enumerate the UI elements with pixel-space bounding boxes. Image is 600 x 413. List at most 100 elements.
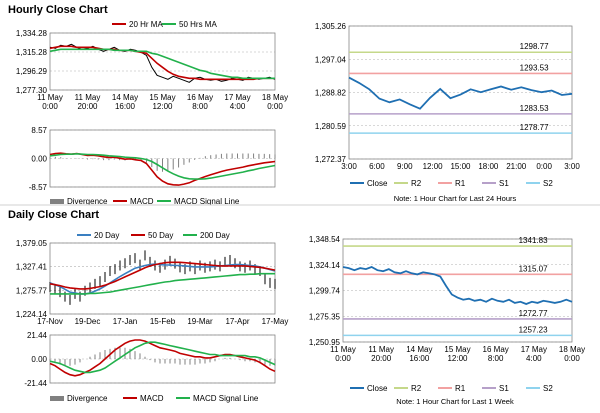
daily-pivot-xtick-label: 12:00 — [447, 354, 468, 363]
daily-price-xtick-label: 17-May — [262, 317, 289, 326]
daily-price-series-50-day — [49, 261, 276, 290]
daily-pivot-level-label: 1341.83 — [519, 236, 548, 245]
daily-pivot-note: Note: 1 Hour Chart for Last 1 Week — [396, 397, 514, 406]
hourly-price-xtick-label: 20:00 — [77, 102, 98, 111]
daily-price-xtick-label: 19-Mar — [187, 317, 213, 326]
hourly-macd-legend-label: Divergence — [67, 197, 108, 206]
hourly-pivot-legend-label: R2 — [411, 179, 422, 188]
hourly-macd-legend-label: MACD Signal Line — [174, 197, 240, 206]
daily-chart-title: Daily Close Chart — [8, 209, 100, 221]
daily-macd-legend-label: Divergence — [67, 394, 108, 403]
daily-pivot-xtick-label: 18 May — [559, 345, 585, 354]
hourly-pivot-legend-label: S1 — [499, 179, 509, 188]
hourly-macd-ytick-label: -8.57 — [29, 183, 48, 192]
daily-macd-signal-line — [49, 341, 276, 374]
daily-macd-ytick-label: 0.00 — [31, 355, 47, 364]
daily-pivot-ytick-label: 1,250.95 — [309, 338, 341, 347]
hourly-pivot-ytick-label: 1,297.04 — [315, 55, 347, 64]
hourly-price-xtick-label: 12:00 — [152, 102, 173, 111]
hourly-pivot-ytick-label: 1,272.37 — [315, 155, 347, 164]
daily-macd-legend-label: MACD Signal Line — [193, 394, 259, 403]
hourly-pivot-xtick-label: 21:00 — [506, 162, 527, 171]
hourly-pivot-level-label: 1283.53 — [520, 104, 549, 113]
hourly-pivot-ytick-label: 1,288.82 — [315, 89, 347, 98]
hourly-pivot-plot-frame — [348, 25, 573, 160]
hourly-pivot-xtick-label: 6:00 — [369, 162, 385, 171]
daily-price-legend-label: 20 Day — [94, 231, 119, 240]
hourly-pivot-legend-label: R1 — [455, 179, 466, 188]
daily-pivot-xtick-label: 0:00 — [564, 354, 580, 363]
hourly-pivot-legend-label: S2 — [543, 179, 553, 188]
hourly-pivot-xtick-label: 15:00 — [450, 162, 471, 171]
hourly-pivot-xtick-label: 9:00 — [397, 162, 413, 171]
daily-pivot-legend-label: Close — [367, 384, 388, 393]
hourly-price-xtick-label: 11 May — [75, 93, 101, 102]
daily-pivot-level-label: 1257.23 — [519, 325, 548, 334]
hourly-macd-legend-label: MACD — [130, 197, 154, 206]
hourly-pivot-ytick-label: 1,280.59 — [315, 122, 347, 131]
daily-pivot-xtick-label: 0:00 — [335, 354, 351, 363]
hourly-pivot-xtick-label: 18:00 — [478, 162, 499, 171]
daily-price-ytick-label: 1,275.77 — [16, 286, 48, 295]
hourly-pivot-legend-label: Close — [367, 179, 388, 188]
daily-pivot-ytick-label: 1,324.14 — [309, 261, 341, 270]
hourly-pivot-level-label: 1298.77 — [520, 42, 549, 51]
daily-pivot-legend-label: R1 — [455, 384, 466, 393]
daily-macd-legend-swatch — [50, 396, 64, 401]
hourly-pivot-close-line — [348, 76, 573, 110]
hourly-pivot-xtick-label: 3:00 — [564, 162, 580, 171]
daily-price-legend-label: 50 Day — [148, 231, 173, 240]
daily-price-ytick-label: 1,379.05 — [16, 239, 48, 248]
daily-macd-legend-label: MACD — [140, 394, 164, 403]
hourly-chart-title: Hourly Close Chart — [8, 4, 108, 16]
daily-pivot-xtick-label: 16 May — [483, 345, 509, 354]
hourly-pivot-xtick-label: 0:00 — [536, 162, 552, 171]
hourly-price-series-50-hrs-ma — [49, 48, 275, 80]
daily-pivot-xtick-label: 4:00 — [526, 354, 542, 363]
daily-pivot-xtick-label: 20:00 — [371, 354, 392, 363]
hourly-price-xtick-label: 17 May — [224, 93, 250, 102]
hourly-price-xtick-label: 16 May — [187, 93, 213, 102]
daily-price-xtick-label: 15-Feb — [150, 317, 176, 326]
hourly-price-xtick-label: 11 May — [37, 93, 63, 102]
daily-pivot-close-line — [342, 266, 573, 305]
hourly-price-legend-label: 20 Hr MA — [129, 20, 163, 29]
hourly-macd-macd-line — [49, 152, 276, 186]
daily-pivot-plot-frame — [342, 238, 573, 343]
daily-pivot-legend-label: S2 — [543, 384, 553, 393]
hourly-price-xtick-label: 8:00 — [192, 102, 208, 111]
hourly-price-xtick-label: 4:00 — [230, 102, 246, 111]
daily-pivot-xtick-label: 11 May — [330, 345, 356, 354]
hourly-pivot-xtick-label: 12:00 — [423, 162, 444, 171]
daily-price-xtick-label: 19-Dec — [75, 317, 101, 326]
daily-pivot-ytick-label: 1,348.54 — [309, 235, 341, 244]
daily-macd-ytick-label: -21.44 — [24, 379, 47, 388]
daily-price-ytick-label: 1,327.41 — [16, 263, 48, 272]
hourly-price-ytick-label: 1,277.30 — [16, 86, 48, 95]
daily-pivot-xtick-label: 17 May — [521, 345, 547, 354]
hourly-pivot-level-label: 1293.53 — [520, 63, 549, 72]
daily-pivot-xtick-label: 16:00 — [409, 354, 430, 363]
daily-pivot-level-label: 1272.77 — [519, 309, 548, 318]
daily-pivot-ytick-label: 1,299.74 — [309, 287, 341, 296]
daily-price-xtick-label: 17-Apr — [225, 317, 249, 326]
daily-price-series-200-day — [50, 272, 275, 295]
daily-price-xtick-label: 17-Nov — [37, 317, 63, 326]
hourly-pivot-level-label: 1278.77 — [520, 123, 549, 132]
hourly-macd-ytick-label: 0.00 — [31, 155, 47, 164]
daily-pivot-legend-label: R2 — [411, 384, 422, 393]
hourly-price-xtick-label: 14 May — [112, 93, 138, 102]
hourly-price-xtick-label: 18 May — [262, 93, 288, 102]
daily-price-legend-label: 200 Day — [200, 231, 230, 240]
daily-price-plot-frame — [49, 242, 276, 315]
daily-pivot-xtick-label: 11 May — [368, 345, 394, 354]
daily-pivot-legend-label: S1 — [499, 384, 509, 393]
hourly-price-xtick-label: 15 May — [149, 93, 175, 102]
hourly-price-xtick-label: 16:00 — [115, 102, 136, 111]
daily-pivot-xtick-label: 15 May — [444, 345, 470, 354]
daily-price-ytick-label: 1,224.14 — [16, 310, 48, 319]
daily-macd-ytick-label: 21.44 — [27, 331, 48, 340]
hourly-price-ytick-label: 1,315.28 — [16, 48, 48, 57]
hourly-price-legend-label: 50 Hrs MA — [179, 20, 217, 29]
